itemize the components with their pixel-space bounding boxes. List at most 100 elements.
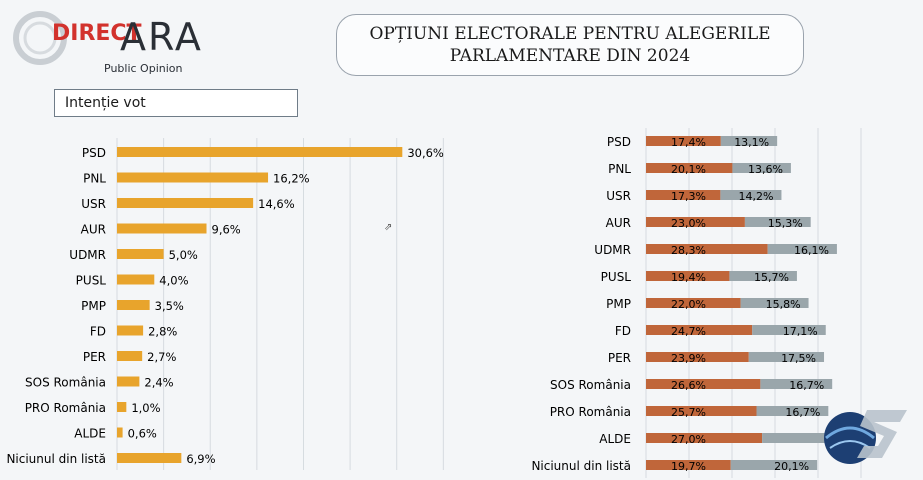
bar-series1-10 (646, 406, 757, 416)
bar-series2-9 (760, 379, 833, 389)
series2-value-label-0: 13,1% (734, 136, 769, 149)
series2-value-label-3: 15,3% (768, 217, 803, 230)
bar-value-label-4: 5,0% (169, 248, 198, 262)
series1-value-label-3: 23,0% (671, 217, 706, 230)
category-label-6: PMP (606, 297, 631, 311)
category-label-11: ALDE (74, 427, 106, 441)
bar-12 (117, 453, 182, 463)
series1-value-label-4: 28,3% (671, 244, 706, 257)
series2-value-label-12: 20,1% (774, 460, 809, 473)
series2-value-label-10: 16,7% (785, 406, 820, 419)
category-label-8: PER (608, 351, 631, 365)
bar-series1-11 (646, 433, 763, 443)
series1-value-label-10: 25,7% (671, 406, 706, 419)
bar-series1-3 (646, 217, 745, 227)
category-label-10: PRO România (550, 405, 631, 419)
category-label-11: ALDE (599, 432, 631, 446)
category-label-1: PNL (608, 162, 631, 176)
category-label-1: PNL (83, 172, 106, 186)
logo-direct-text: DIRECT (52, 21, 142, 46)
series1-value-label-1: 20,1% (671, 163, 706, 176)
bar-value-label-3: 9,6% (212, 223, 241, 237)
logo-tagline: Public Opinion (104, 62, 183, 75)
bar-7 (117, 325, 144, 336)
bar-series1-6 (646, 298, 741, 308)
category-label-8: PER (83, 350, 106, 364)
bar-value-label-5: 4,0% (159, 274, 188, 288)
bar-series2-11 (762, 433, 834, 443)
bar-9 (117, 376, 140, 387)
bar-series1-7 (646, 325, 753, 335)
series2-value-label-5: 15,7% (754, 271, 789, 284)
category-label-4: UDMR (594, 243, 631, 257)
bar-series1-0 (646, 136, 721, 146)
bar-value-label-2: 14,6% (258, 197, 295, 211)
series2-value-label-7: 17,1% (783, 325, 818, 338)
bar-value-label-7: 2,8% (148, 325, 177, 339)
category-label-3: AUR (606, 216, 631, 230)
chart-title-box: OPȚIUNI ELECTORALE PENTRU ALEGERILE PARL… (336, 14, 804, 76)
series2-value-label-4: 16,1% (794, 244, 829, 257)
bar-4 (117, 249, 164, 259)
category-label-2: USR (606, 189, 631, 203)
category-label-10: PRO România (25, 401, 106, 415)
bar-11 (117, 427, 123, 438)
bar-series2-8 (748, 352, 825, 362)
series1-value-label-0: 17,4% (671, 136, 706, 149)
bar-10 (117, 402, 127, 412)
series1-value-label-2: 17,3% (671, 190, 706, 203)
bar-series2-2 (720, 190, 782, 200)
bar-value-label-1: 16,2% (273, 172, 310, 186)
category-label-6: PMP (81, 299, 106, 313)
category-label-3: AUR (81, 223, 106, 237)
category-label-7: FD (90, 325, 106, 339)
category-label-9: SOS România (25, 376, 106, 390)
series1-value-label-7: 24,7% (671, 325, 706, 338)
bar-value-label-11: 0,6% (128, 427, 157, 441)
chart-title-line-1: OPȚIUNI ELECTORALE PENTRU ALEGERILE (369, 24, 771, 44)
series2-value-label-2: 14,2% (738, 190, 773, 203)
tv-channel-logo (824, 410, 907, 464)
bar-series2-10 (756, 406, 829, 416)
bar-series2-3 (744, 217, 811, 227)
series1-value-label-11: 27,0% (671, 433, 706, 446)
series2-value-label-8: 17,5% (781, 352, 816, 365)
series1-value-label-5: 19,4% (671, 271, 706, 284)
category-label-12: Niciunul din listă (6, 452, 106, 466)
category-label-2: USR (81, 197, 106, 211)
series1-value-label-12: 19,7% (671, 460, 706, 473)
bar-2 (117, 198, 254, 208)
bar-series1-9 (646, 379, 761, 389)
bar-series1-5 (646, 271, 730, 281)
bar-series2-12 (730, 460, 818, 470)
series2-value-label-9: 16,7% (789, 379, 824, 392)
category-label-5: PUSL (76, 274, 107, 288)
series2-value-label-6: 15,8% (766, 298, 801, 311)
bar-series2-6 (740, 298, 809, 308)
bar-1 (117, 172, 269, 183)
bar-series2-1 (732, 163, 791, 173)
bar-value-label-12: 6,9% (186, 452, 215, 466)
series1-value-label-9: 26,6% (671, 379, 706, 392)
bar-series1-8 (646, 352, 749, 362)
bar-series1-1 (646, 163, 733, 173)
vote-intention-chart: PSD 30,6% PNL 16,2% USR 14,6% AUR 9,6% UDMR 5,0% P… (6, 138, 444, 470)
bar-series1-12 (646, 460, 731, 470)
bar-series2-0 (720, 136, 778, 146)
bar-series1-4 (646, 244, 768, 254)
direct-ara-logo: DIRECT ARA Public Opinion (13, 11, 203, 75)
category-label-9: SOS România (550, 378, 631, 392)
bar-series1-2 (646, 190, 721, 200)
bar-8 (117, 351, 143, 361)
series2-value-label-1: 13,6% (748, 163, 783, 176)
bar-5 (117, 274, 155, 285)
bar-series2-4 (767, 244, 837, 254)
bar-value-label-9: 2,4% (144, 376, 173, 390)
logo-ara-text: ARA (120, 15, 203, 59)
category-label-7: FD (615, 324, 631, 338)
category-label-0: PSD (607, 135, 631, 149)
bar-value-label-8: 2,7% (147, 350, 176, 364)
bar-6 (117, 300, 150, 310)
intent-label-box: Intenție vot (54, 89, 298, 117)
mouse-cursor-icon: ⇗ (384, 222, 393, 233)
